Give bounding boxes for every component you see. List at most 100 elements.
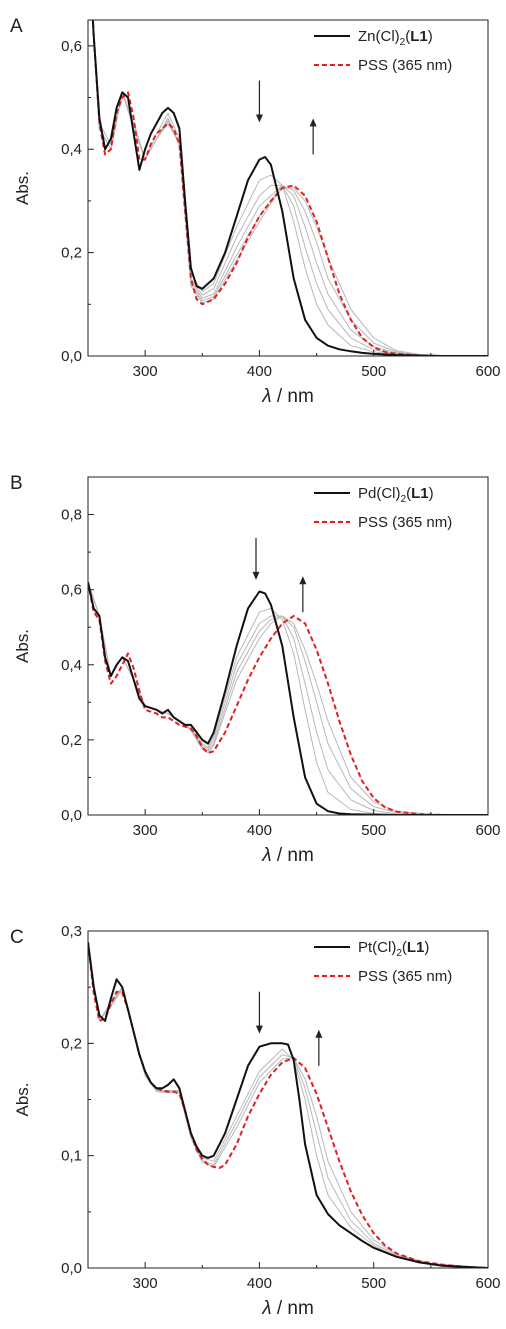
x-tick-label: 600 (475, 363, 500, 380)
legend-label: PSS (365 nm) (358, 57, 452, 74)
plot-frame (87, 476, 489, 816)
y-tick-label: 0,2 (61, 245, 82, 262)
series-line-initial (88, 942, 488, 1268)
y-axis-title: Abs. (13, 171, 32, 205)
x-tick-label: 400 (247, 1275, 272, 1292)
x-tick-label: 400 (247, 822, 272, 839)
x-axis-symbol: λ (261, 386, 271, 407)
x-tick-label: 600 (475, 822, 500, 839)
x-tick-label: 300 (133, 363, 158, 380)
y-tick-label: 0,0 (61, 1260, 82, 1277)
panel-label: B (10, 473, 23, 494)
arrow-down-head (255, 114, 263, 123)
arrow-down-head (252, 571, 260, 580)
x-axis-symbol: λ (261, 845, 271, 866)
legend-label: PSS (365 nm) (358, 514, 452, 531)
y-tick-label: 0,8 (61, 507, 82, 524)
plot-frame (87, 19, 489, 357)
legend: Zn(Cl)2(L1) PSS (365 nm) (314, 28, 452, 74)
series-line-initial (88, 581, 488, 815)
y-tick-label: 0,0 (61, 807, 82, 824)
series-line-intermediate (88, 582, 488, 815)
panel-label: A (10, 16, 23, 37)
series-line-pss (91, 20, 488, 356)
x-tick-label: 500 (361, 363, 386, 380)
y-tick-label: 0,6 (61, 38, 82, 55)
legend-label: Pd(Cl)2(L1) (358, 485, 434, 505)
panel-label: C (10, 927, 24, 948)
y-tick-label: 0,4 (61, 141, 82, 158)
y-tick-label: 0,2 (61, 1035, 82, 1052)
chart-panel-a: A 300 400 500 600 0,0 0,2 0,4 0,6 λ / nm Abs. Zn(Cl… (10, 16, 501, 407)
legend-label: Zn(Cl)2(L1) (358, 28, 433, 48)
y-tick-label: 0,0 (61, 348, 82, 365)
series-line-initial (91, 20, 488, 356)
x-axis-title: λ / nm (261, 386, 314, 407)
legend-subscript: 2 (400, 37, 406, 48)
x-axis: 300 400 500 600 (87, 350, 501, 380)
x-tick-label: 500 (361, 1275, 386, 1292)
x-axis-unit: / nm (272, 1298, 314, 1319)
y-axis: 0,0 0,2 0,4 0,6 (61, 38, 94, 365)
x-axis-unit: / nm (272, 386, 314, 407)
series-line-intermediate (92, 20, 488, 356)
y-axis-title: Abs. (13, 1082, 32, 1116)
legend-label: Pt(Cl)2(L1) (358, 939, 429, 959)
legend-bold: L1 (411, 485, 429, 502)
x-tick-label: 300 (133, 1275, 158, 1292)
chart-panel-b: B 300 400 500 600 0,0 0,2 0,4 0,6 0,8 λ / nm Abs. Pd… (10, 473, 501, 866)
series-line-intermediate (88, 942, 488, 1268)
legend-subscript: 2 (396, 948, 402, 959)
legend-text: ( (406, 485, 411, 502)
legend: Pd(Cl)2(L1) PSS (365 nm) (314, 485, 452, 531)
x-tick-label: 400 (247, 363, 272, 380)
annotation-arrows (252, 537, 307, 613)
legend-text: Zn(Cl) (358, 28, 400, 45)
y-tick-label: 0,2 (61, 732, 82, 749)
series-line-intermediate (88, 582, 488, 815)
legend: Pt(Cl)2(L1) PSS (365 nm) (314, 939, 452, 985)
legend-text: ) (428, 28, 433, 45)
legend-text: ) (429, 485, 434, 502)
series-line-intermediate (92, 20, 488, 356)
x-axis-symbol: λ (261, 1298, 271, 1319)
y-tick-label: 0,4 (61, 657, 82, 674)
y-tick-label: 0,3 (61, 923, 82, 940)
legend-text: Pt(Cl) (358, 939, 396, 956)
legend-label: PSS (365 nm) (358, 968, 452, 985)
x-axis-title: λ / nm (261, 845, 314, 866)
series-line-intermediate (88, 582, 488, 815)
x-axis: 300 400 500 600 (87, 1262, 501, 1292)
series-line-intermediate (88, 582, 488, 815)
x-tick-label: 500 (361, 822, 386, 839)
legend-text: Pd(Cl) (358, 485, 401, 502)
series-line-intermediate (92, 20, 488, 356)
x-axis-title: λ / nm (261, 1298, 314, 1319)
annotation-arrows (255, 991, 323, 1066)
x-tick-label: 600 (475, 1275, 500, 1292)
legend-text: PSS (365 nm) (358, 968, 452, 985)
arrow-up-head (309, 118, 317, 127)
x-axis: 300 400 500 600 (87, 809, 501, 839)
series-line-intermediate (88, 942, 488, 1268)
legend-bold: L1 (407, 939, 425, 956)
series-group (91, 20, 488, 356)
x-axis-unit: / nm (272, 845, 314, 866)
arrow-up-head (315, 1029, 323, 1038)
series-line-intermediate (92, 20, 488, 356)
arrow-down-head (255, 1025, 263, 1034)
legend-text: ( (405, 28, 410, 45)
y-axis: 0,0 0,1 0,2 0,3 (61, 923, 94, 1277)
series-line-intermediate (92, 20, 488, 356)
chart-panel-c: C 300 400 500 600 0,0 0,1 0,2 0,3 λ / nm Abs. Pt(Cl… (10, 923, 501, 1319)
x-tick-label: 300 (133, 822, 158, 839)
y-tick-label: 0,1 (61, 1148, 82, 1165)
legend-text: PSS (365 nm) (358, 57, 452, 74)
series-line-pss (88, 942, 488, 1268)
series-group (88, 942, 488, 1268)
legend-bold: L1 (410, 28, 428, 45)
legend-subscript: 2 (401, 494, 407, 505)
legend-text: PSS (365 nm) (358, 514, 452, 531)
legend-text: ) (424, 939, 429, 956)
